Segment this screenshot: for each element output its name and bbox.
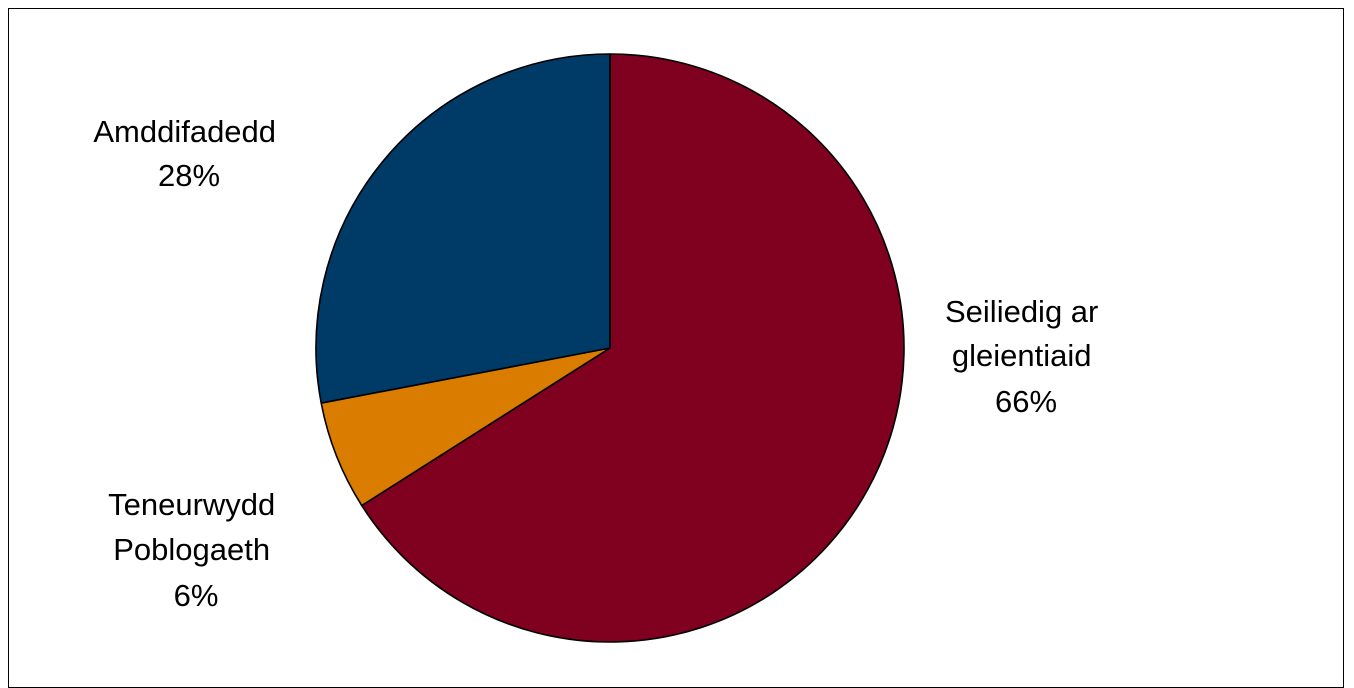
slice-value-label: 28% bbox=[158, 158, 220, 193]
slice-label-teneurwydd: Teneurwydd Poblogaeth 6% bbox=[108, 487, 284, 613]
slice-label-amddifadedd: Amddifadedd 28% bbox=[93, 114, 284, 193]
slice-label-line: Poblogaeth bbox=[113, 532, 270, 567]
slice-label-line: Teneurwydd bbox=[108, 487, 275, 522]
pie-chart: Seiliedig ar gleientiaid 66% Teneurwydd … bbox=[93, 53, 1107, 643]
slice-label-line: Amddifadedd bbox=[93, 114, 276, 149]
slice-label-seiliedig: Seiliedig ar gleientiaid 66% bbox=[945, 294, 1107, 419]
pie-slice-2 bbox=[315, 53, 611, 404]
slice-label-line: gleientiaid bbox=[952, 338, 1092, 373]
pie-slices bbox=[315, 53, 905, 643]
slice-value-label: 6% bbox=[174, 578, 219, 613]
slice-value-label: 66% bbox=[995, 384, 1057, 419]
slice-label-line: Seiliedig ar bbox=[945, 294, 1098, 329]
pie-slice-0 bbox=[360, 53, 905, 643]
